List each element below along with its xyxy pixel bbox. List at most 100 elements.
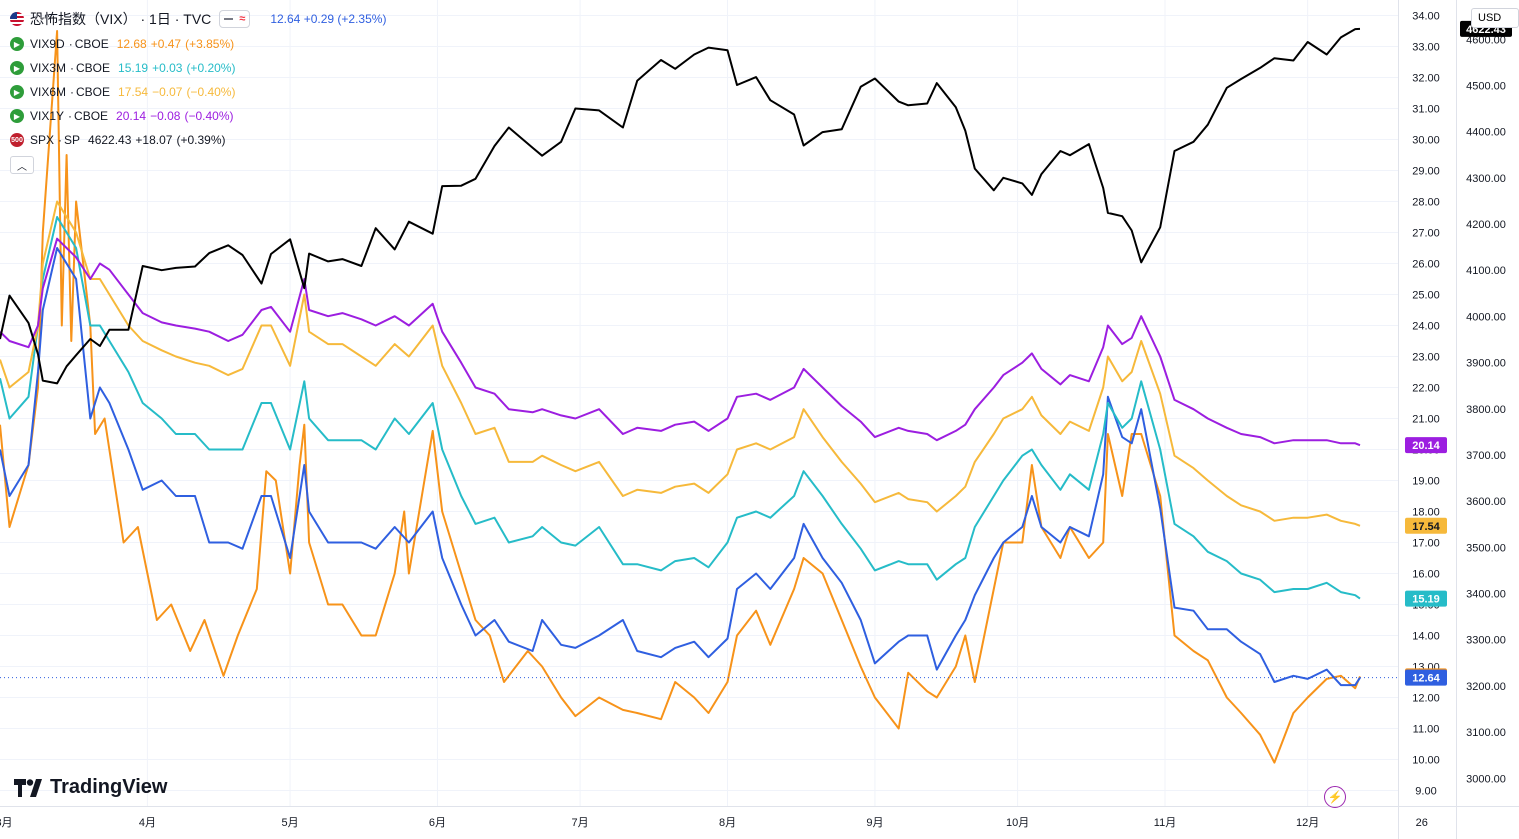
y-tick-label: 17.00 [1412,538,1440,550]
x-tick-label: 5月 [281,817,298,829]
series-lines [0,27,1398,764]
x-tick-label: 7月 [572,817,589,829]
y-tick-label: 26.00 [1412,259,1440,271]
legend-row-vix9d[interactable]: ▶ VIX9D · CBOE 12.68 +0.47 (+3.85%) [10,32,386,56]
us-flag-icon [10,12,24,26]
y-tick-label: 16.00 [1412,569,1440,581]
x-tick-label: 3月 [0,817,13,829]
main-change: +0.29 [303,12,335,26]
y-tick-label: 21.00 [1412,414,1440,426]
sp500-icon: 500 [10,133,24,147]
price-label-vix: 12.64 [1412,673,1440,685]
legend-row-spx[interactable]: 500 SPX · SP 4622.43 +18.07 (+0.39%) [10,128,386,152]
exchange: TVC [183,11,212,27]
series-line-vix9d [0,30,1361,764]
spx-tick-label: 3700.00 [1466,450,1506,462]
y-tick-label: 19.00 [1412,476,1440,488]
separator: · [68,37,73,51]
spx-tick-label: 4600.00 [1466,34,1506,46]
y-tick-label: 32.00 [1412,73,1440,85]
series-line-vix3m [0,216,1361,600]
x-tick-label: 9月 [866,817,883,829]
legend-change: +0.03 [152,61,183,75]
legend-change: −0.08 [150,109,181,123]
x-tick-label: 6月 [429,817,446,829]
y-tick-label: 30.00 [1412,135,1440,147]
separator: · [170,11,184,27]
legend-pct: (−0.40%) [184,109,234,123]
y-tick-label: 31.00 [1412,104,1440,116]
x-tick-label: 10月 [1006,817,1029,829]
separator: · [70,61,75,75]
y-tick-label: 24.00 [1412,321,1440,333]
legend-row-vix1y[interactable]: ▶ VIX1Y · CBOE 20.14 −0.08 (−0.40%) [10,104,386,128]
legend-pct: (+0.39%) [176,133,226,147]
spx-tick-label: 4200.00 [1466,219,1506,231]
tradingview-logo-icon [14,778,42,797]
legend-pct: (+0.20%) [186,61,236,75]
y-tick-label: 11.00 [1413,724,1440,736]
compare-mode-pill[interactable]: ≈ [219,10,251,28]
collapse-legend-button[interactable]: ︿ [10,156,34,174]
spx-tick-label: 4100.00 [1466,265,1506,277]
spx-tick-label: 4500.00 [1466,80,1506,92]
arrow-circle-icon: ▶ [10,109,24,123]
price-label-bg-vix6m [1405,517,1447,534]
legend-pct: (−0.40%) [186,85,236,99]
legend-last: 15.19 [118,61,149,75]
legend-row-vix3m[interactable]: ▶ VIX3M · CBOE 15.19 +0.03 (+0.20%) [10,56,386,80]
legend-change: +18.07 [135,133,173,147]
legend-last: 12.68 [116,37,147,51]
series-line-vix6m [0,200,1361,527]
y-tick-label: 9.00 [1415,786,1436,798]
y-tick-label: 25.00 [1412,290,1440,302]
legend-symbol: VIX6M [30,85,67,99]
spx-tick-label: 4300.00 [1466,173,1506,185]
price-label-bg-vix [1405,669,1447,686]
lightning-icon[interactable]: ⚡ [1324,786,1346,808]
arrow-circle-icon: ▶ [10,37,24,51]
legend-main-row[interactable]: 恐怖指数（VIX） · 1日 · TVC ≈ 12.64 +0.29 (+2.3… [10,8,386,30]
y-tick-label: 23.00 [1412,352,1440,364]
spx-tick-label: 3900.00 [1466,358,1506,370]
currency-selector[interactable]: USD [1471,8,1519,28]
y-tick-label: 29.00 [1412,166,1440,178]
x-tick-label: 8月 [719,817,736,829]
x-tick-label: 26 [1416,817,1428,829]
main-symbol: 恐怖指数（VIX） [30,11,137,27]
logo-text: TradingView [50,776,168,798]
price-label-vix6m: 17.54 [1412,521,1440,533]
legend-row-vix6m[interactable]: ▶ VIX6M · CBOE 17.54 −0.07 (−0.40%) [10,80,386,104]
legend-symbol: VIX3M [30,61,67,75]
y-tick-label: 18.00 [1412,507,1440,519]
spx-tick-label: 3400.00 [1466,589,1506,601]
arrow-circle-icon: ▶ [10,85,24,99]
spx-tick-label: 3800.00 [1466,404,1506,416]
separator: · [58,133,63,147]
spx-tick-label: 3100.00 [1466,727,1506,739]
series-line-spx [0,27,1361,385]
legend-change: −0.07 [152,85,183,99]
y-tick-label: 34.00 [1412,11,1440,23]
main-pct: (+2.35%) [337,12,387,26]
spx-tick-label: 3000.00 [1466,773,1506,785]
main-quote: 12.64 +0.29 (+2.35%) [270,12,386,26]
price-label-vix3m: 15.19 [1412,594,1440,606]
legend-exchange: CBOE [76,85,111,99]
dash-icon [224,18,234,20]
legend-symbol: VIX9D [30,37,65,51]
spx-tick-label: 3600.00 [1466,496,1506,508]
x-tick-label: 11月 [1154,817,1176,829]
y-tick-label: 14.00 [1412,631,1440,643]
legend-symbol: SPX [30,133,55,147]
tradingview-logo[interactable]: TradingView [14,776,167,799]
price-label-bg-vix1y [1405,437,1447,454]
y-tick-label: 12.00 [1412,693,1440,705]
legend-last: 17.54 [118,85,149,99]
legend-symbol: VIX1Y [30,109,65,123]
y-tick-label: 28.00 [1412,197,1440,209]
spx-tick-label: 3200.00 [1466,681,1506,693]
